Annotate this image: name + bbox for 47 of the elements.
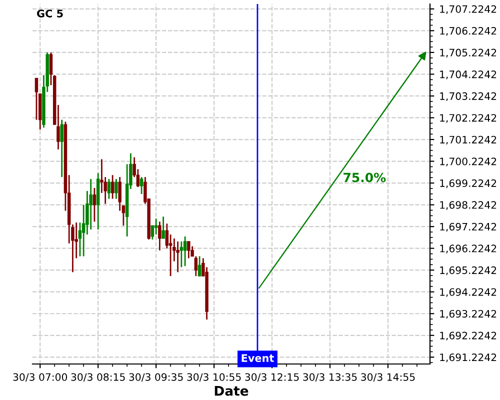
- candlestick: [194, 256, 198, 277]
- candlestick: [183, 236, 187, 267]
- candlestick: [162, 216, 165, 240]
- y-tick-label: 1,700.2242: [440, 158, 496, 166]
- y-tick-label: 1,702.2242: [440, 114, 496, 123]
- candlestick: [60, 119, 64, 178]
- y-tick-label: 1,704.2242: [440, 70, 496, 80]
- y-tick-label: 1,705.2242: [440, 48, 496, 58]
- y-tick-label: 1,694.2242: [440, 288, 496, 297]
- x-tick-label: 30/3 09:35: [129, 373, 183, 382]
- y-tick-label: 1,701.2242: [440, 136, 496, 145]
- candlestick: [176, 240, 180, 273]
- y-tick-label: 1,695.2242: [440, 266, 496, 276]
- x-axis-title: Date: [214, 386, 248, 396]
- x-tick-label: 30/3 12:15: [245, 373, 299, 382]
- y-tick-label: 1,696.2242: [440, 244, 496, 254]
- candlestick: [187, 240, 190, 259]
- candlestick: [107, 178, 111, 200]
- annotation: 75.0%: [344, 172, 386, 182]
- candlestick: [114, 178, 118, 200]
- candlestick: [168, 234, 172, 277]
- candlestick: [158, 220, 162, 252]
- candlestick: [118, 176, 122, 212]
- x-tick-label: 30/3 10:55: [187, 373, 241, 382]
- x-tick-label: 30/3 08:15: [71, 373, 125, 382]
- x-tick-label: 30/3 14:55: [361, 373, 415, 382]
- candlestick: [180, 240, 184, 268]
- y-tick-label: 1,707.2242: [440, 5, 496, 14]
- candlestick: [89, 178, 92, 230]
- candlestick: [34, 78, 38, 120]
- x-tick-label: 30/3 13:35: [303, 373, 357, 382]
- y-tick-label: 1,699.2242: [440, 179, 496, 188]
- chart-title: GC 5: [36, 10, 63, 18]
- x-tick-label: 30/3 07:00: [13, 373, 68, 382]
- y-tick-label: 1,692.2242: [440, 332, 496, 340]
- y-tick-label: 1,693.2242: [440, 310, 496, 319]
- y-tick-label: 1,706.2242: [440, 27, 496, 36]
- candlestick: [154, 218, 158, 236]
- annotation: Event: [242, 354, 274, 362]
- y-tick-label: 1,698.2242: [440, 201, 496, 210]
- y-tick-label: 1,703.2242: [440, 92, 496, 102]
- candlestick: [198, 256, 202, 277]
- candlestick: [140, 176, 144, 195]
- candlestick: [110, 174, 114, 200]
- y-tick-label: 1,697.2242: [440, 222, 496, 232]
- candlestick: [92, 187, 96, 222]
- y-tick-label: 1,691.2242: [440, 353, 496, 362]
